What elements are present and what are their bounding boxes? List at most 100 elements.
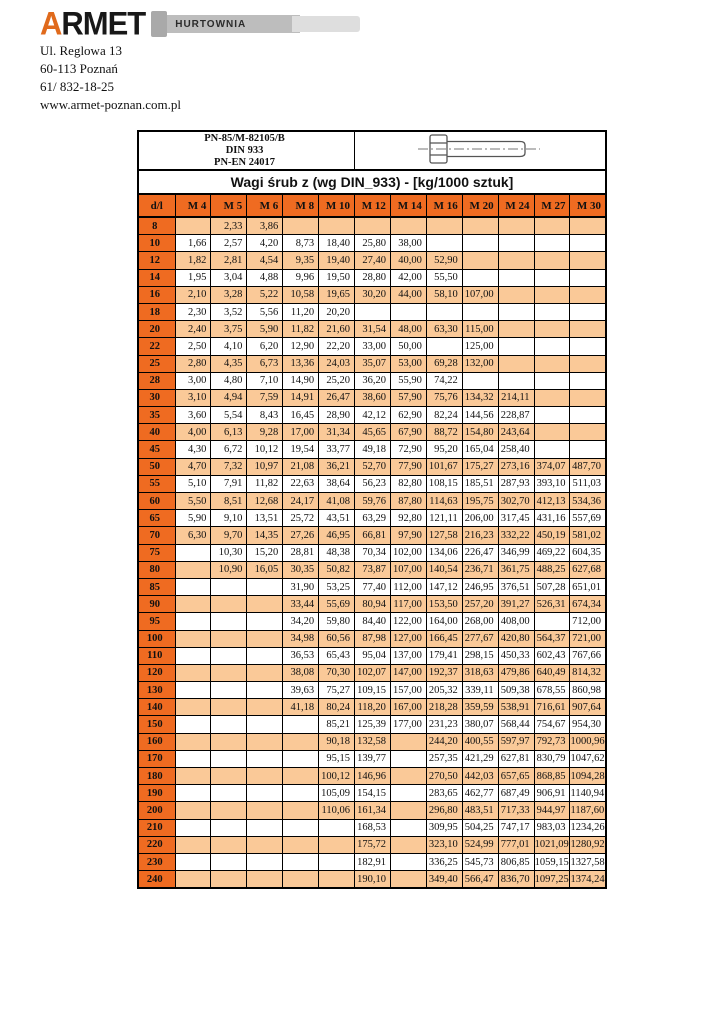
weight-cell bbox=[389, 766, 427, 786]
weight-cell bbox=[318, 852, 356, 872]
weight-cell: 421,29 bbox=[461, 749, 499, 769]
row-header-length: 14 bbox=[137, 268, 176, 287]
weight-cell: 836,70 bbox=[497, 870, 535, 889]
weight-cell: 349,40 bbox=[425, 870, 463, 889]
weight-cell: 77,90 bbox=[389, 457, 427, 476]
weight-cell: 28,80 bbox=[354, 268, 391, 287]
row-header-length: 170 bbox=[137, 749, 176, 769]
weight-cell bbox=[389, 732, 427, 751]
weight-cell: 28,90 bbox=[318, 406, 356, 425]
weight-cell: 65,43 bbox=[318, 646, 356, 665]
weight-cell bbox=[282, 216, 320, 236]
weight-cell: 157,00 bbox=[389, 681, 427, 700]
weight-cell: 3,60 bbox=[174, 406, 212, 425]
weight-cell: 63,29 bbox=[354, 509, 391, 528]
weight-cell bbox=[533, 406, 571, 425]
weight-cell: 1094,28 bbox=[569, 766, 607, 786]
row-header-length: 22 bbox=[137, 337, 176, 356]
weight-cell bbox=[174, 870, 212, 889]
weight-cell: 376,51 bbox=[497, 577, 535, 597]
weight-cell: 125,00 bbox=[461, 337, 499, 356]
table-row-length-150: 150 85,21 125,39 177,00 231,23 380,07 568,44 75… bbox=[137, 715, 607, 734]
address-website[interactable]: www.armet-poznan.com.pl bbox=[40, 97, 182, 112]
weight-cell bbox=[497, 337, 535, 356]
weight-cell: 8,43 bbox=[246, 406, 284, 425]
weight-cell: 36,20 bbox=[354, 371, 391, 390]
weight-cell bbox=[210, 818, 248, 837]
weight-cell: 4,70 bbox=[174, 457, 212, 476]
row-header-length: 35 bbox=[137, 406, 176, 425]
col-header-m5: M 5 bbox=[210, 193, 248, 218]
weight-cell: 747,17 bbox=[497, 818, 535, 837]
weight-cell: 144,56 bbox=[461, 406, 499, 425]
weight-cell bbox=[389, 852, 427, 872]
weight-cell: 161,34 bbox=[354, 801, 391, 820]
weight-cell: 442,03 bbox=[461, 766, 499, 786]
weight-cell: 59,76 bbox=[354, 491, 391, 511]
weight-cell: 72,90 bbox=[389, 440, 427, 459]
weight-cell: 268,00 bbox=[461, 612, 499, 631]
weight-cell: 2,80 bbox=[174, 354, 212, 373]
weight-cell: 717,33 bbox=[497, 801, 535, 820]
weight-cell: 28,81 bbox=[282, 543, 320, 562]
table-row-length-30: 30 3,10 4,94 7,59 14,91 26,47 38,60 57,90 75,76 1… bbox=[137, 388, 607, 408]
weight-cell bbox=[569, 285, 607, 304]
row-header-length: 190 bbox=[137, 784, 176, 803]
weight-cell: 2,33 bbox=[210, 216, 248, 236]
weight-cell bbox=[174, 681, 212, 700]
weight-cell: 830,79 bbox=[533, 749, 571, 769]
col-header-m20: M 20 bbox=[461, 193, 499, 218]
weight-cell bbox=[318, 216, 356, 236]
weight-cell: 25,80 bbox=[354, 234, 391, 253]
weight-cell: 179,41 bbox=[425, 646, 463, 665]
weight-cell: 70,34 bbox=[354, 543, 391, 562]
weight-cell: 109,15 bbox=[354, 681, 391, 700]
weight-cell: 298,15 bbox=[461, 646, 499, 665]
weight-cell: 10,58 bbox=[282, 285, 320, 304]
weight-cell: 568,44 bbox=[497, 715, 535, 734]
weight-cell: 147,12 bbox=[425, 577, 463, 597]
weight-cell: 66,81 bbox=[354, 526, 391, 545]
weight-cell: 69,28 bbox=[425, 354, 463, 373]
weight-cell: 108,15 bbox=[425, 474, 463, 494]
weight-cell bbox=[282, 852, 320, 872]
weight-cell: 44,00 bbox=[389, 285, 427, 304]
bolt-head-shape bbox=[151, 11, 168, 37]
weight-cell: 4,10 bbox=[210, 337, 248, 356]
weight-cell: 48,38 bbox=[318, 543, 356, 562]
weight-cell bbox=[210, 870, 248, 889]
weight-cell bbox=[497, 320, 535, 339]
weight-cell: 127,00 bbox=[389, 629, 427, 648]
weight-cell bbox=[318, 818, 356, 837]
weight-cell: 139,77 bbox=[354, 749, 391, 769]
weight-cell bbox=[569, 320, 607, 339]
weight-cell bbox=[282, 766, 320, 786]
weight-cell bbox=[389, 801, 427, 820]
weight-cell: 19,65 bbox=[318, 285, 356, 304]
weight-cell bbox=[497, 251, 535, 270]
weight-cell: 134,06 bbox=[425, 543, 463, 562]
weight-cell: 7,91 bbox=[210, 474, 248, 494]
weight-cell: 10,97 bbox=[246, 457, 284, 476]
weight-cell: 50,00 bbox=[389, 337, 427, 356]
weight-cell: 2,40 bbox=[174, 320, 212, 339]
weight-cell: 100,12 bbox=[318, 766, 356, 786]
table-row-length-14: 14 1,95 3,04 4,88 9,96 19,50 28,80 42,00 55,50 bbox=[137, 268, 607, 287]
weight-cell bbox=[246, 870, 284, 889]
weight-cell bbox=[210, 595, 248, 614]
weight-cell: 302,70 bbox=[497, 491, 535, 511]
weight-cell: 400,55 bbox=[461, 732, 499, 751]
weight-cell: 52,70 bbox=[354, 457, 391, 476]
weight-cell bbox=[174, 216, 212, 236]
weight-cell: 25,20 bbox=[318, 371, 356, 390]
weight-cell: 412,13 bbox=[533, 491, 571, 511]
weight-cell: 101,67 bbox=[425, 457, 463, 476]
weight-cell bbox=[210, 784, 248, 803]
weight-cell: 651,01 bbox=[569, 577, 607, 597]
hurtownia-label: HURTOWNIA bbox=[175, 18, 247, 30]
weight-cell: 9,10 bbox=[210, 509, 248, 528]
table-row-length-220: 220 175,72 323,10 524,99 777,01 1021,09 1280,9… bbox=[137, 835, 607, 854]
weight-cell bbox=[354, 216, 391, 236]
weight-cell bbox=[210, 612, 248, 631]
weight-cell bbox=[569, 371, 607, 390]
